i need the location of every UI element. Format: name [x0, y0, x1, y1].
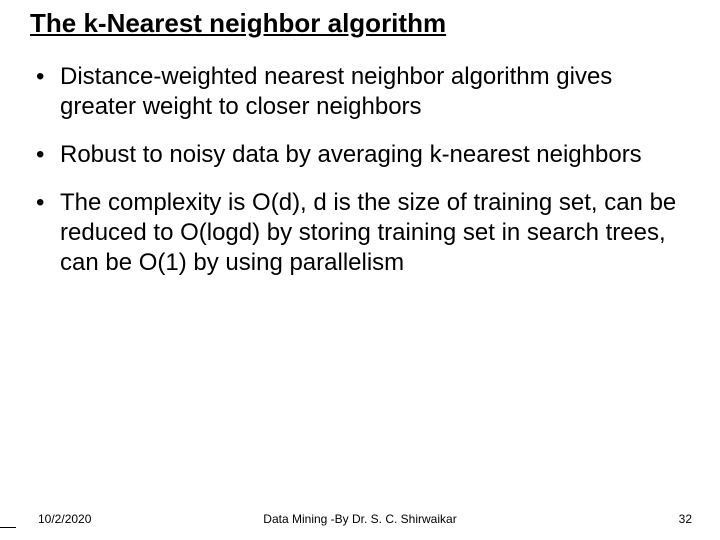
bullet-item: Distance-weighted nearest neighbor algor…	[30, 62, 690, 122]
bullet-item: Robust to noisy data by averaging k-near…	[30, 140, 690, 170]
bullet-item: The complexity is O(d), d is the size of…	[30, 188, 690, 278]
slide-footer: 10/2/2020 Data Mining -By Dr. S. C. Shir…	[0, 506, 720, 526]
bullet-list: Distance-weighted nearest neighbor algor…	[30, 62, 690, 296]
slide-title: The k-Nearest neighbor algorithm	[30, 8, 446, 39]
footer-center: Data Mining -By Dr. S. C. Shirwaikar	[0, 512, 720, 526]
footer-rule	[0, 527, 16, 528]
footer-page-number: 32	[679, 512, 692, 526]
slide: The k-Nearest neighbor algorithm Distanc…	[0, 0, 720, 540]
